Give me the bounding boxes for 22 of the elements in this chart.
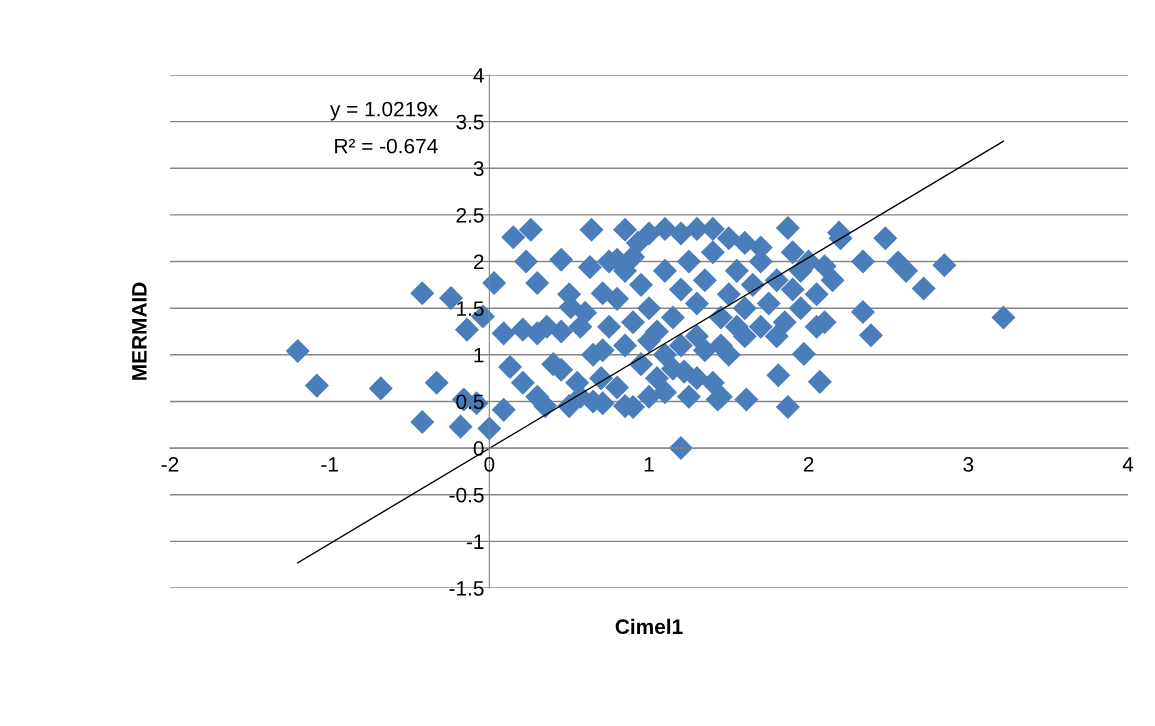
x-tick-label: 2 (803, 456, 814, 472)
y-tick-label: 3 (473, 161, 484, 177)
y-tick-label: -1 (466, 534, 484, 549)
y-tick-label: 2 (473, 254, 484, 270)
x-tick-label: -2 (161, 456, 179, 472)
y-tick-label: -1.5 (449, 581, 484, 596)
annotation: y = 1.0219x (330, 101, 439, 121)
y-tick-label: 2.5 (456, 207, 484, 223)
annotation: R² = -0.674 (335, 138, 438, 154)
y-tick-label: 4 (473, 68, 484, 83)
x-tick-label: 4 (1122, 457, 1134, 472)
x-tick-label: 1 (644, 457, 654, 472)
y-tick-label: 0.5 (456, 394, 484, 410)
y-tick-label: 1 (474, 348, 484, 363)
x-axis-title: Cimel1 (615, 618, 683, 635)
x-tick-label: 0 (484, 456, 495, 472)
y-tick-label: 3.5 (456, 114, 484, 130)
y-tick-label: 0 (473, 441, 484, 456)
y-tick-label: -0.5 (449, 487, 484, 503)
x-tick-label: -1 (321, 457, 338, 472)
x-tick-label: 3 (963, 456, 974, 472)
y-axis-title: MERMAID (132, 282, 147, 380)
